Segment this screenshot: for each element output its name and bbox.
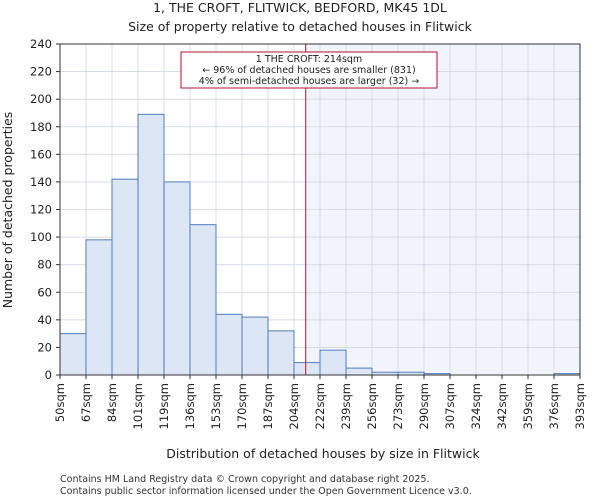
bar xyxy=(111,178,139,376)
x-tick-label: 119sqm xyxy=(157,383,171,429)
bar xyxy=(215,313,243,376)
bar xyxy=(59,333,87,376)
y-tick-label: 40 xyxy=(37,313,52,327)
x-axis-label: Distribution of detached houses by size … xyxy=(166,446,480,461)
y-tick-label: 140 xyxy=(30,175,52,189)
y-tick-label: 120 xyxy=(30,203,52,217)
x-tick-label: 376sqm xyxy=(547,383,561,429)
y-tick-label: 240 xyxy=(30,37,52,51)
y-tick-label: 220 xyxy=(30,65,52,79)
x-tick-label: 273sqm xyxy=(391,383,405,429)
y-tick-label: 200 xyxy=(30,92,52,106)
x-tick-label: 204sqm xyxy=(287,383,301,429)
y-axis-ticks: 0 20 40 60 80 100 120 140 160 180 200 220 240 xyxy=(30,37,60,382)
bar xyxy=(163,181,191,376)
y-tick-label: 100 xyxy=(30,230,52,244)
annotation-line-3: 4% of semi-detached houses are larger (3… xyxy=(199,76,419,87)
footer-line-2: Contains public sector information licen… xyxy=(60,486,472,497)
bars xyxy=(59,113,581,376)
x-tick-label: 67sqm xyxy=(79,383,93,422)
chart-title: 1, THE CROFT, FLITWICK, BEDFORD, MK45 1D… xyxy=(153,0,447,15)
annotation-frame xyxy=(180,51,438,89)
x-tick-label: 359sqm xyxy=(521,383,535,429)
x-tick-label: 170sqm xyxy=(235,383,249,429)
x-tick-label: 50sqm xyxy=(53,383,67,422)
x-tick-label: 307sqm xyxy=(443,383,457,429)
y-tick-label: 160 xyxy=(30,147,52,161)
y-tick-label: 0 xyxy=(45,368,52,382)
bar xyxy=(189,224,217,376)
bar xyxy=(85,239,113,376)
annotation-line-2: ← 96% of detached houses are smaller (83… xyxy=(202,65,415,76)
bar xyxy=(137,113,165,376)
y-tick-label: 180 xyxy=(30,120,52,134)
x-tick-label: 393sqm xyxy=(573,383,587,429)
x-tick-label: 222sqm xyxy=(313,383,327,429)
x-tick-label: 256sqm xyxy=(365,383,379,429)
y-axis-label: Number of detached properties xyxy=(0,112,15,309)
x-tick-label: 84sqm xyxy=(105,383,119,422)
bar xyxy=(345,367,373,376)
bar xyxy=(319,349,347,376)
bar xyxy=(241,316,269,376)
x-tick-label: 324sqm xyxy=(469,383,483,429)
x-tick-label: 153sqm xyxy=(209,383,223,429)
y-tick-label: 60 xyxy=(37,285,52,299)
x-tick-label: 136sqm xyxy=(183,383,197,429)
x-tick-label: 187sqm xyxy=(261,383,275,429)
x-axis-ticks: 50sqm 67sqm 84sqm 101sqm 119sqm 136sqm 153sqm 1… xyxy=(53,375,587,429)
bar xyxy=(293,362,321,376)
y-tick-label: 80 xyxy=(37,258,52,272)
x-tick-label: 101sqm xyxy=(131,383,145,429)
annotation-line-1: 1 THE CROFT: 214sqm xyxy=(256,54,362,65)
chart-subtitle: Size of property relative to detached ho… xyxy=(128,19,473,34)
annotation-box: 1 THE CROFT: 214sqm ← 96% of detached ho… xyxy=(180,51,438,89)
x-tick-label: 290sqm xyxy=(417,383,431,429)
bar xyxy=(267,330,295,376)
x-tick-label: 239sqm xyxy=(339,383,353,429)
y-tick-label: 20 xyxy=(37,340,52,354)
footer-line-1: Contains HM Land Registry data © Crown c… xyxy=(60,474,430,485)
x-tick-label: 342sqm xyxy=(495,383,509,429)
